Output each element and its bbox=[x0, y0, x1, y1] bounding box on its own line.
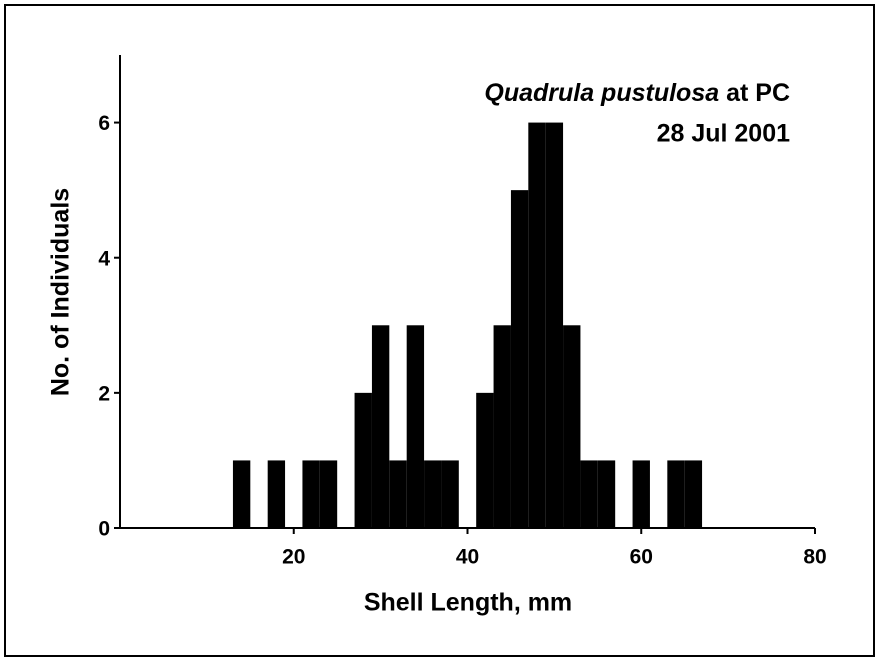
bar bbox=[528, 122, 546, 529]
frame bbox=[4, 4, 875, 657]
x-tick-label: 20 bbox=[282, 546, 305, 569]
bar bbox=[667, 460, 685, 528]
bar bbox=[424, 460, 442, 528]
bar bbox=[371, 325, 390, 528]
y-tick-label: 2 bbox=[98, 382, 110, 405]
y-tick-label: 6 bbox=[98, 112, 110, 135]
bar bbox=[632, 460, 650, 528]
bar bbox=[510, 190, 529, 528]
bar bbox=[580, 460, 598, 528]
bar bbox=[493, 325, 511, 528]
chart-subtitle: 28 Jul 2001 bbox=[657, 120, 791, 148]
bar bbox=[597, 460, 616, 528]
x-tick-label: 40 bbox=[456, 546, 479, 569]
bar bbox=[563, 325, 581, 528]
bar bbox=[389, 460, 407, 528]
bar bbox=[684, 460, 703, 528]
x-axis-title: Shell Length, mm bbox=[364, 589, 572, 617]
bar bbox=[354, 392, 372, 528]
title-suffix: at PC bbox=[726, 79, 790, 107]
bar bbox=[406, 325, 425, 528]
y-tick-label: 4 bbox=[98, 247, 110, 270]
bar bbox=[232, 460, 251, 528]
chart-title: Quadrula pustulosa at PC bbox=[484, 79, 790, 107]
bar bbox=[476, 392, 494, 528]
y-tick-label: 0 bbox=[98, 518, 110, 541]
bar bbox=[302, 460, 320, 528]
x-tick-label: 60 bbox=[630, 546, 653, 569]
title-species: Quadrula pustulosa bbox=[484, 79, 719, 107]
x-tick-label: 80 bbox=[803, 546, 826, 569]
bar bbox=[267, 460, 286, 528]
bar bbox=[319, 460, 338, 528]
y-axis-title: No. of Individuals bbox=[47, 188, 75, 396]
bar bbox=[441, 460, 459, 528]
bar bbox=[545, 122, 564, 529]
